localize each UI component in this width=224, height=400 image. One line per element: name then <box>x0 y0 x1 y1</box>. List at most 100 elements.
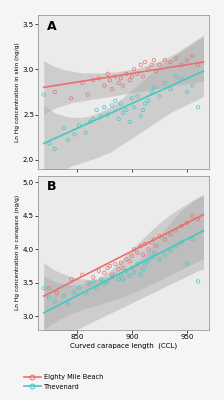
Point <box>139 243 142 249</box>
Point <box>130 73 134 80</box>
Point <box>53 89 56 95</box>
Point <box>119 260 123 266</box>
Point <box>121 110 125 116</box>
Point <box>121 82 125 89</box>
Point <box>139 113 142 120</box>
Point <box>125 71 128 77</box>
Point <box>117 266 121 272</box>
Point <box>47 294 51 301</box>
Point <box>169 231 172 238</box>
Point <box>97 75 101 82</box>
Point <box>132 66 136 72</box>
X-axis label: Curved carapace length  (CCL): Curved carapace length (CCL) <box>70 342 177 349</box>
Point <box>130 265 134 271</box>
Point <box>47 285 51 291</box>
Point <box>117 116 121 122</box>
Point <box>80 272 84 278</box>
Text: A: A <box>47 20 56 33</box>
Point <box>158 62 161 68</box>
Point <box>103 104 106 110</box>
Point <box>128 118 131 125</box>
Y-axis label: Ln Hg concentration in carapace (ng/g): Ln Hg concentration in carapace (ng/g) <box>15 195 20 310</box>
Point <box>141 107 145 113</box>
Point <box>143 100 147 107</box>
Point <box>128 273 131 279</box>
Point <box>110 274 114 280</box>
Point <box>53 146 56 152</box>
Point <box>136 71 139 77</box>
Point <box>136 93 139 100</box>
Point <box>114 73 117 80</box>
Point <box>146 246 150 252</box>
Point <box>66 137 70 143</box>
Point <box>174 55 178 62</box>
Point <box>150 240 153 246</box>
Point <box>196 104 200 110</box>
Point <box>130 253 134 259</box>
Y-axis label: Ln Hg concentration in skin (ng/g): Ln Hg concentration in skin (ng/g) <box>15 42 20 142</box>
Point <box>91 77 95 83</box>
Point <box>103 270 106 276</box>
Point <box>139 272 142 278</box>
Point <box>169 59 172 65</box>
Point <box>139 62 142 68</box>
Point <box>174 227 178 234</box>
Point <box>152 57 156 64</box>
Point <box>196 278 200 285</box>
Point <box>185 219 189 226</box>
Point <box>163 236 167 242</box>
Point <box>163 80 167 86</box>
Point <box>88 281 92 287</box>
Point <box>150 254 153 260</box>
Point <box>130 95 134 102</box>
Point <box>73 131 76 138</box>
Point <box>121 265 125 271</box>
Point <box>136 250 139 256</box>
Point <box>106 111 109 118</box>
Point <box>106 71 109 77</box>
Point <box>77 122 81 128</box>
Point <box>84 130 87 136</box>
Point <box>152 250 156 256</box>
Point <box>196 62 200 68</box>
Point <box>180 75 183 82</box>
Point <box>69 95 73 102</box>
Point <box>55 290 59 296</box>
Point <box>191 52 194 59</box>
Point <box>128 77 131 83</box>
Point <box>152 84 156 90</box>
Point <box>66 301 70 307</box>
Point <box>95 285 98 291</box>
Point <box>125 107 128 113</box>
Point <box>185 89 189 95</box>
Point <box>62 293 65 299</box>
Point <box>141 73 145 80</box>
Point <box>125 256 128 262</box>
Point <box>146 98 150 104</box>
Point <box>69 276 73 283</box>
Point <box>150 89 153 95</box>
Point <box>136 261 139 267</box>
Point <box>99 113 103 120</box>
Point <box>42 285 45 291</box>
Point <box>103 82 106 89</box>
Point <box>174 73 178 80</box>
Point <box>132 270 136 276</box>
Point <box>158 93 161 100</box>
Point <box>180 223 183 229</box>
Point <box>196 216 200 222</box>
Point <box>47 140 51 147</box>
Point <box>121 276 125 283</box>
Point <box>158 256 161 262</box>
Point <box>86 92 90 98</box>
Point <box>185 261 189 267</box>
Point <box>80 80 84 86</box>
Point <box>143 59 147 65</box>
Point <box>95 107 98 113</box>
Point <box>77 285 81 291</box>
Point <box>110 102 114 109</box>
Point <box>62 125 65 131</box>
Point <box>152 236 156 242</box>
Point <box>114 261 117 267</box>
Text: B: B <box>47 180 56 193</box>
